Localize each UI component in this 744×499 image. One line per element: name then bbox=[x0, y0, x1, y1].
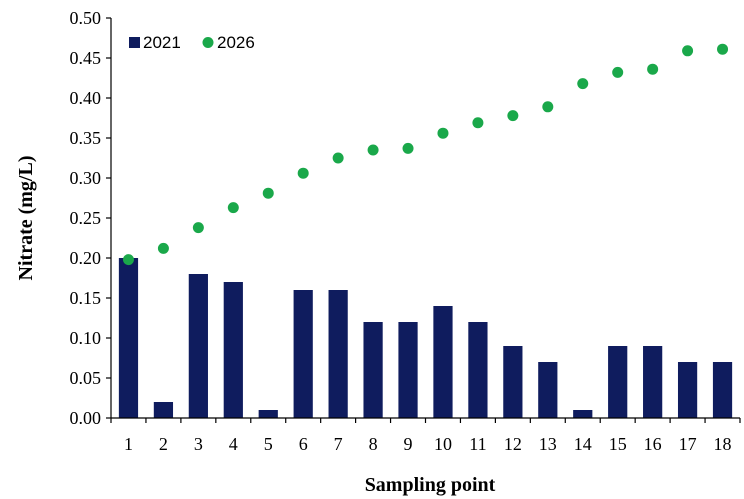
bar-2021 bbox=[433, 306, 453, 418]
bar-2021 bbox=[293, 290, 313, 418]
x-tick-label: 6 bbox=[299, 434, 308, 454]
bar-2021 bbox=[573, 410, 593, 418]
bar-2021 bbox=[503, 346, 523, 418]
axes: 0.00 0.05 0.10 0.15 0.20 0.25 0.30 0.35 0.40 0.45… bbox=[70, 8, 741, 454]
y-tick-label: 0.05 bbox=[70, 368, 102, 388]
bar-2021 bbox=[258, 410, 278, 418]
y-tick-label: 0.45 bbox=[70, 48, 102, 68]
y-axis-title: Nitrate (mg/L) bbox=[15, 156, 37, 281]
legend: 2021 2026 bbox=[129, 33, 255, 52]
bar-2021 bbox=[188, 274, 208, 418]
point-2026 bbox=[647, 63, 659, 75]
point-2026 bbox=[192, 222, 204, 234]
point-2026 bbox=[542, 101, 554, 113]
x-tick-label: 10 bbox=[434, 434, 452, 454]
legend-label-2021: 2021 bbox=[143, 33, 181, 52]
y-tick-label: 0.30 bbox=[70, 168, 102, 188]
bar-2021 bbox=[677, 362, 698, 418]
point-2026 bbox=[577, 78, 589, 90]
y-tick-label: 0.10 bbox=[70, 328, 102, 348]
point-2026 bbox=[507, 110, 519, 122]
point-2026 bbox=[227, 202, 239, 214]
point-2026 bbox=[332, 152, 344, 164]
bar-2021 bbox=[153, 402, 174, 418]
y-tick-label: 0.00 bbox=[70, 408, 102, 428]
x-tick-label: 3 bbox=[194, 434, 203, 454]
bar-2021 bbox=[643, 346, 663, 418]
y-tick-label: 0.40 bbox=[70, 88, 102, 108]
bar-2021 bbox=[608, 346, 628, 418]
bar-2021 bbox=[223, 282, 243, 418]
x-tick-label: 14 bbox=[574, 434, 592, 454]
x-tick-label: 9 bbox=[404, 434, 413, 454]
x-tick-label: 7 bbox=[334, 434, 343, 454]
bar-2021 bbox=[328, 290, 348, 418]
plot-area bbox=[118, 43, 733, 418]
point-2026 bbox=[367, 144, 379, 156]
bar-2021 bbox=[712, 362, 733, 418]
bar-2021 bbox=[398, 322, 418, 418]
point-2026 bbox=[297, 167, 309, 179]
bar-2021 bbox=[538, 362, 558, 418]
bar-2021 bbox=[468, 322, 488, 418]
point-2026 bbox=[157, 242, 169, 254]
x-tick-label: 16 bbox=[644, 434, 662, 454]
y-tick-label: 0.50 bbox=[70, 8, 102, 28]
point-2026 bbox=[437, 127, 449, 139]
y-tick-label: 0.35 bbox=[70, 128, 102, 148]
y-tick-label: 0.15 bbox=[70, 288, 102, 308]
point-2026 bbox=[402, 142, 414, 154]
x-tick-label: 11 bbox=[469, 434, 486, 454]
point-2026 bbox=[682, 45, 694, 57]
x-tick-label: 15 bbox=[609, 434, 627, 454]
bar-2021 bbox=[118, 258, 139, 418]
x-tick-label: 8 bbox=[369, 434, 378, 454]
x-tick-label: 13 bbox=[539, 434, 557, 454]
point-2026 bbox=[612, 66, 624, 78]
point-2026 bbox=[717, 43, 729, 55]
point-2026 bbox=[122, 254, 134, 266]
legend-label-2026: 2026 bbox=[217, 33, 255, 52]
x-tick-label: 17 bbox=[679, 434, 697, 454]
bar-2021 bbox=[363, 322, 383, 418]
x-tick-label: 5 bbox=[264, 434, 273, 454]
y-tick-label: 0.25 bbox=[70, 208, 102, 228]
point-2026 bbox=[262, 187, 274, 199]
point-2026 bbox=[472, 117, 484, 129]
x-tick-label: 18 bbox=[714, 434, 732, 454]
x-tick-label: 1 bbox=[124, 434, 133, 454]
x-tick-label: 2 bbox=[159, 434, 168, 454]
x-axis-title: Sampling point bbox=[365, 474, 496, 496]
x-tick-label: 12 bbox=[504, 434, 522, 454]
x-tick-label: 4 bbox=[229, 434, 238, 454]
legend-marker-2026 bbox=[202, 37, 214, 48]
legend-swatch-2021 bbox=[129, 37, 140, 48]
y-tick-label: 0.20 bbox=[70, 248, 102, 268]
